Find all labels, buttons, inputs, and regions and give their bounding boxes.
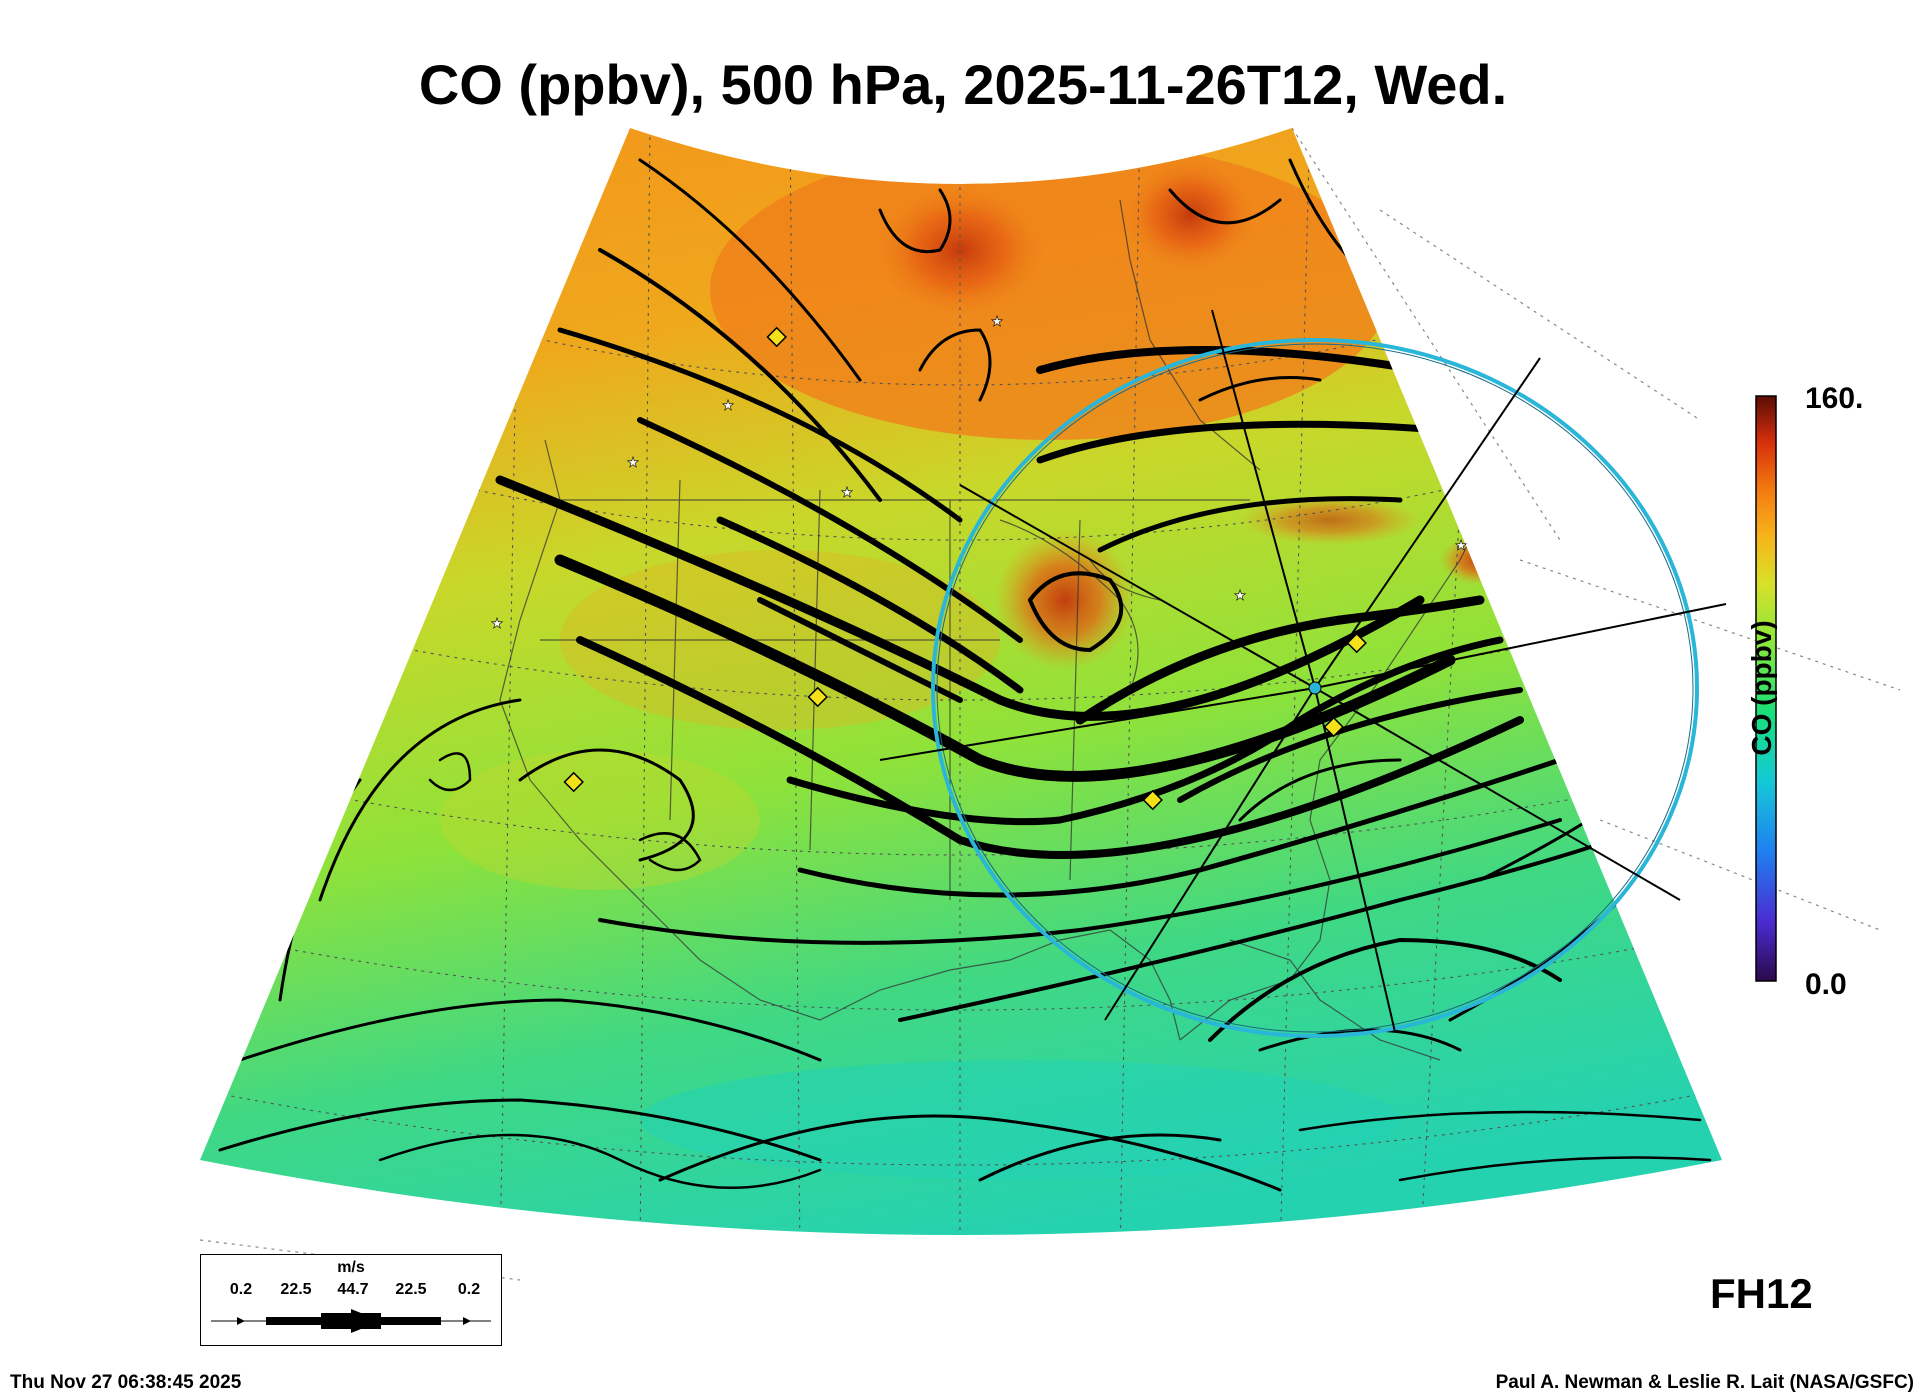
wind-legend-tick: 0.2 bbox=[457, 1281, 481, 1298]
forecast-hour-label: FH12 bbox=[1710, 1270, 1813, 1317]
radial-lines bbox=[879, 309, 1727, 1033]
wind-legend-tick: 22.5 bbox=[395, 1281, 427, 1298]
colorbar bbox=[1755, 395, 1777, 982]
svg-text:★: ★ bbox=[627, 455, 640, 471]
flight-range-ring bbox=[931, 338, 1699, 1038]
wind-speed-legend: m/s 0.2 22.5 44.7 22.5 0.2 bbox=[200, 1254, 502, 1346]
svg-text:★: ★ bbox=[991, 314, 1004, 330]
wind-legend-tick: 44.7 bbox=[337, 1281, 369, 1298]
svg-text:★: ★ bbox=[1455, 538, 1468, 554]
svg-text:★: ★ bbox=[491, 616, 504, 632]
wind-legend-tick: 22.5 bbox=[280, 1281, 312, 1298]
wind-legend-unit: m/s bbox=[337, 1259, 365, 1276]
wind-legend-arrow bbox=[211, 1309, 491, 1333]
streamlines bbox=[218, 158, 1712, 1192]
white-star-markers: ★ ★ ★ ★ ★ ★ ★ bbox=[490, 314, 1468, 633]
credit-text: Paul A. Newman & Leslie R. Lait (NASA/GS… bbox=[1495, 1372, 1914, 1393]
svg-text:★: ★ bbox=[722, 398, 735, 414]
colorbar-min-label: 0.0 bbox=[1805, 968, 1847, 1001]
colorbar-title: CO (ppbv) bbox=[1746, 620, 1777, 756]
map-title: CO (ppbv), 500 hPa, 2025-11-26T12, Wed. bbox=[418, 53, 1508, 116]
svg-text:★: ★ bbox=[841, 485, 854, 501]
generation-timestamp: Thu Nov 27 06:38:45 2025 bbox=[10, 1372, 242, 1393]
svg-text:★: ★ bbox=[1234, 588, 1247, 604]
yellow-diamond-markers bbox=[563, 326, 1367, 811]
wind-legend-tick: 0.2 bbox=[229, 1281, 253, 1298]
base-marker bbox=[1308, 681, 1322, 695]
colorbar-max-label: 160. bbox=[1805, 382, 1864, 415]
